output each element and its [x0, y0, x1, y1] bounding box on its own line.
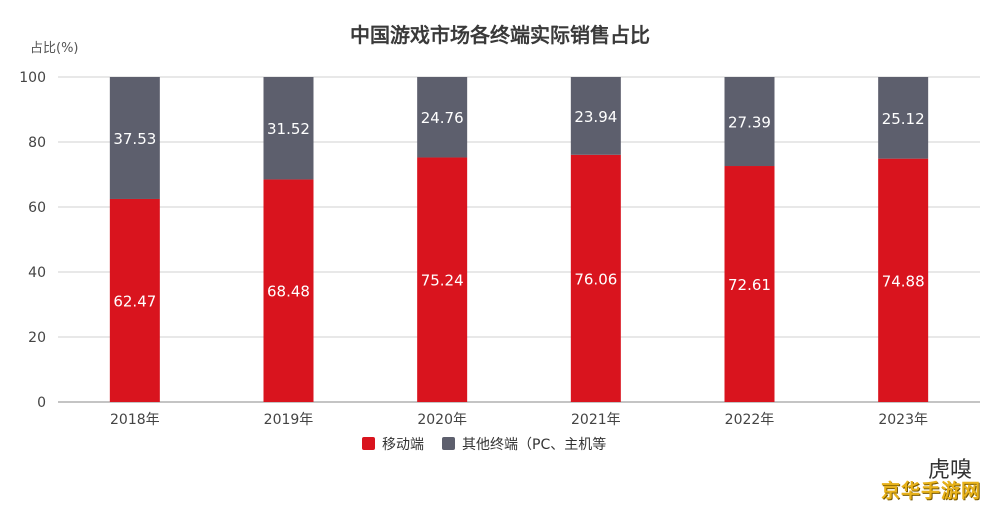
legend: 移动端 其他终端（PC、主机等: [362, 436, 606, 453]
y-tick-label: 20: [28, 330, 46, 346]
data-label: 62.47: [113, 292, 156, 310]
bar-mobile-1: [263, 179, 314, 402]
legend-label: 其他终端（PC、主机等: [462, 436, 606, 453]
bar-other-0: [109, 77, 160, 199]
bar-other-4: [724, 77, 775, 167]
data-label: 68.48: [267, 283, 310, 301]
bar-other-5: [878, 77, 929, 159]
y-tick-label: 60: [28, 200, 46, 216]
bars: 62.47 37.53 68.48 31.52 75.24 24.76 76.06 23.94…: [109, 77, 929, 402]
y-tick-label: 0: [37, 395, 46, 411]
grid-lines: [58, 76, 980, 403]
bar-mobile-0: [109, 198, 160, 402]
site-watermark: 京华手游网: [881, 480, 982, 502]
data-label: 24.76: [421, 109, 464, 127]
data-label: 74.88: [882, 272, 925, 290]
legend-swatch: [362, 437, 375, 450]
y-tick-label: 100: [19, 70, 46, 86]
data-label: 72.61: [728, 276, 771, 294]
data-label: 27.39: [728, 114, 771, 132]
y-axis-label: 占比(%): [30, 41, 79, 56]
x-tick-label: 2022年: [725, 412, 775, 428]
bar-mobile-3: [570, 154, 621, 402]
x-tick-labels: 2018年 2019年 2020年 2021年 2022年 2023年: [110, 412, 928, 428]
data-label: 31.52: [267, 120, 310, 138]
bar-mobile-2: [417, 157, 468, 402]
data-label: 25.12: [882, 110, 925, 128]
y-tick-labels: 0 20 40 60 80 100: [19, 70, 46, 411]
x-tick-label: 2020年: [417, 412, 467, 428]
data-label: 37.53: [113, 130, 156, 148]
bar-mobile-5: [878, 158, 929, 402]
data-label: 75.24: [421, 272, 464, 290]
legend-swatch: [442, 437, 455, 450]
legend-label: 移动端: [382, 437, 424, 453]
bar-mobile-4: [724, 166, 775, 402]
y-tick-label: 40: [28, 265, 46, 281]
bar-other-1: [263, 77, 314, 180]
chart-title: 中国游戏市场各终端实际销售占比: [350, 23, 650, 47]
data-label: 23.94: [574, 108, 617, 126]
x-tick-label: 2018年: [110, 412, 160, 428]
x-tick-label: 2023年: [878, 412, 928, 428]
bar-other-2: [417, 77, 468, 158]
x-tick-label: 2019年: [264, 412, 314, 428]
data-label: 76.06: [574, 270, 617, 288]
bar-other-3: [570, 77, 621, 155]
y-tick-label: 80: [28, 135, 46, 151]
x-tick-label: 2021年: [571, 412, 621, 428]
watermark-logo: 虎嗅: [928, 458, 973, 483]
